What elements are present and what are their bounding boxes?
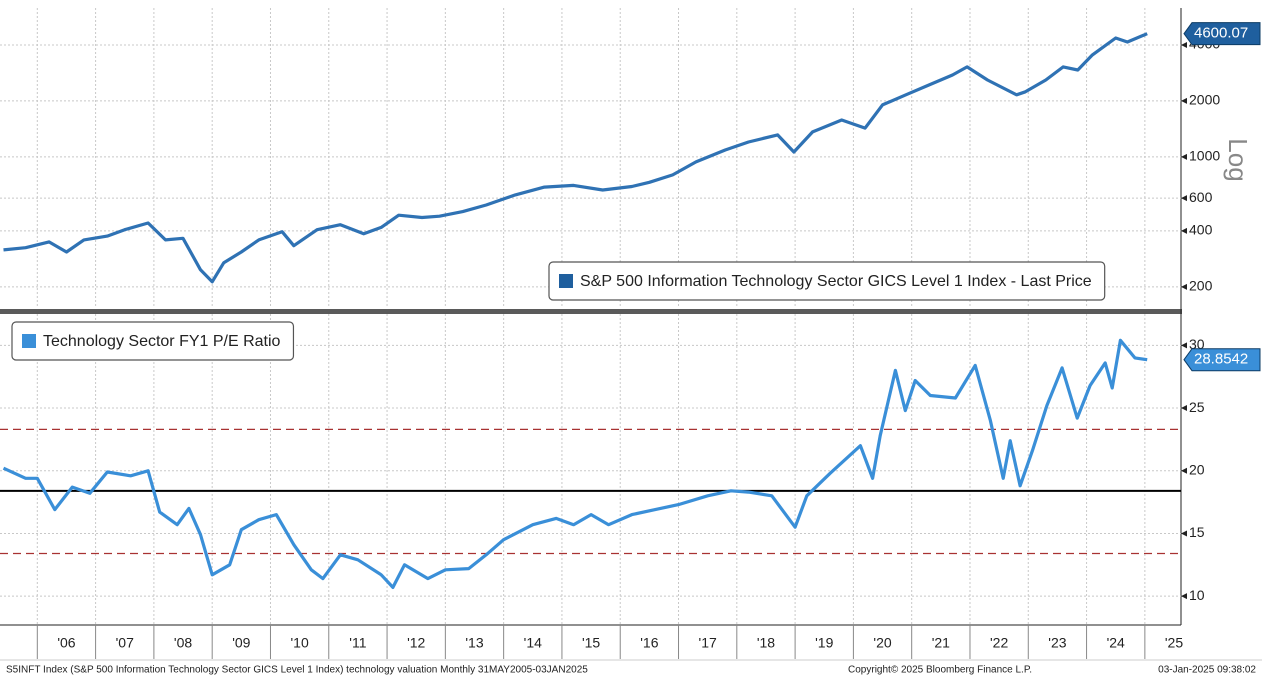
y-tick-mark [1181,195,1187,202]
last-value-label: 4600.07 [1194,25,1248,42]
x-tick-label: '16 [640,635,658,651]
legend-box [11,321,295,361]
x-tick-label: '13 [465,635,483,651]
y-tick-label: 20 [1189,461,1205,477]
y-tick-mark [1181,153,1187,160]
y-tick-label: 15 [1189,524,1205,540]
y-tick-label: 10 [1189,587,1205,603]
x-tick-label: '10 [290,635,308,651]
y-tick-mark [1181,283,1187,290]
x-tick-label: '08 [174,635,192,651]
x-tick-label: '21 [932,635,950,651]
x-tick-label: '22 [990,635,1008,651]
footer-center: Copyright© 2025 Bloomberg Finance L.P. [848,665,1032,676]
y-tick-label: 400 [1189,222,1213,238]
y-tick-mark [1181,97,1187,104]
y-tick-mark [1181,530,1187,537]
y-tick-label: 1000 [1189,148,1220,164]
x-tick-label: '18 [757,635,775,651]
y-tick-label: 25 [1189,399,1205,415]
y-tick-label: 600 [1189,189,1213,205]
x-tick-label: '24 [1107,635,1125,651]
last-value-tag [1183,348,1261,372]
legend: Technology Sector FY1 P/E Ratio [11,321,295,361]
legend-label: Technology Sector FY1 P/E Ratio [43,333,281,350]
y-tick-mark [1181,342,1187,349]
x-tick-label: '14 [524,635,542,651]
footer-right: 03-Jan-2025 09:38:02 [1158,665,1256,676]
legend-box [548,261,1106,301]
legend-label: S&P 500 Information Technology Sector GI… [580,273,1092,290]
x-tick-label: '12 [407,635,425,651]
y-tick-mark [1181,405,1187,412]
series-line [3,32,1148,284]
y-tick-mark [1181,227,1187,234]
panel-separator [0,309,1182,314]
x-tick-label: '15 [582,635,600,651]
legend-swatch [559,274,573,288]
x-tick-label: '09 [232,635,250,651]
y-tick-label: 30 [1189,336,1205,352]
y-tick-mark [1181,593,1187,600]
y-tick-label: 2000 [1189,92,1220,108]
x-tick-label: '20 [873,635,891,651]
footer-left: S5INFT Index (S&P 500 Information Techno… [6,665,588,676]
x-tick-label: '19 [815,635,833,651]
y-tick-label: 200 [1189,278,1213,294]
x-tick-label: '11 [349,635,366,651]
last-value-label: 28.8542 [1194,351,1248,368]
x-tick-label: '23 [1048,635,1066,651]
x-tick-label: '25 [1165,635,1183,651]
series-line [2,338,1148,589]
legend-swatch [22,334,36,348]
legend: S&P 500 Information Technology Sector GI… [548,261,1106,301]
x-tick-label: '07 [116,635,134,651]
x-tick-label: '06 [57,635,75,651]
last-value-tag [1183,22,1261,46]
x-tick-label: '17 [699,635,717,651]
y-tick-mark [1181,41,1187,48]
scale-label: Log [1223,138,1253,181]
y-tick-mark [1181,467,1187,474]
